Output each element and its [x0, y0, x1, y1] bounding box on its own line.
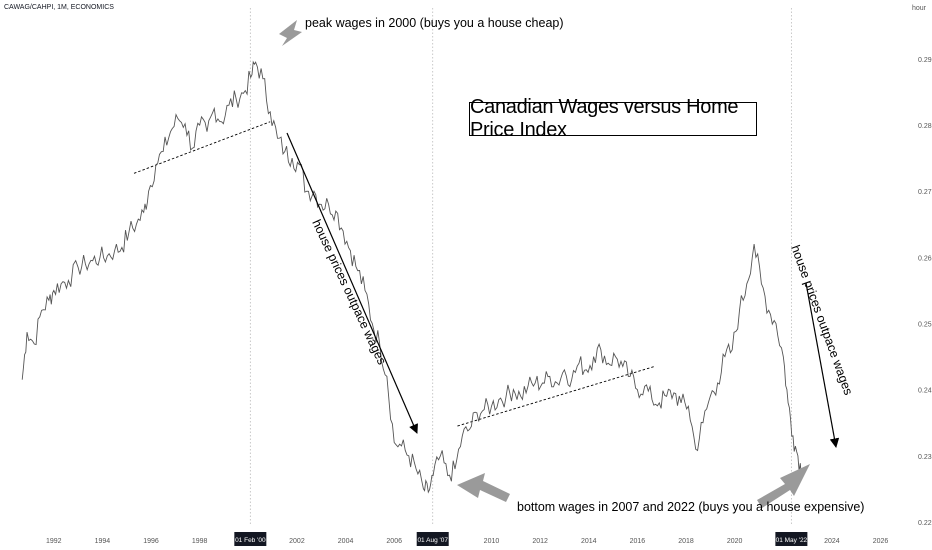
x-tick-label: 1996: [143, 538, 159, 545]
unit-label: hour: [911, 5, 926, 12]
y-tick-label: 0.23: [918, 454, 932, 461]
x-badge-label: 01 Aug '07: [417, 537, 448, 544]
chart-title-text: Canadian Wages versus Home Price Index: [470, 96, 739, 141]
x-badge: [775, 532, 808, 546]
x-tick-label: 2012: [532, 538, 548, 545]
x-tick-label: 2024: [824, 538, 840, 545]
outpace-arrow-2: [805, 282, 840, 448]
symbol-label: CAWAG/CAHPI, 1M, ECONOMICS: [4, 4, 114, 11]
x-tick-label: 1998: [192, 538, 208, 545]
x-tick-label: 2018: [678, 538, 694, 545]
y-tick-label: 0.26: [918, 255, 932, 262]
x-tick-label: 1992: [46, 538, 62, 545]
trend-line: [133, 121, 271, 174]
y-tick-label: 0.25: [918, 321, 932, 328]
diag-label-1: house prices outpace wages: [309, 217, 389, 367]
x-tick-label: 1994: [95, 538, 111, 545]
y-tick-label: 0.24: [918, 388, 932, 395]
x-badge: [416, 532, 449, 546]
x-badge: [234, 532, 267, 546]
peak-arrow: [279, 20, 302, 46]
x-badge-label: 01 May '22: [776, 537, 808, 544]
diag-label-2: house prices outpace wages: [788, 243, 855, 397]
y-tick-label: 0.28: [918, 123, 932, 130]
bottom-arrow-right: [757, 464, 810, 508]
y-tick-label: 0.27: [918, 189, 932, 196]
x-tick-label: 2020: [727, 538, 743, 545]
trend-line: [457, 366, 655, 427]
y-tick-label: 0.29: [918, 57, 932, 64]
x-tick-label: 2010: [484, 538, 500, 545]
x-tick-label: 2004: [338, 538, 354, 545]
x-tick-label: 2002: [289, 538, 305, 545]
outpace-arrow-1: [286, 132, 418, 434]
x-tick-label: 2026: [873, 538, 889, 545]
chart-title: Canadian Wages versus Home Price Index: [469, 96, 757, 141]
x-tick-label: 2014: [581, 538, 597, 545]
x-tick-label: 2006: [386, 538, 402, 545]
x-tick-label: 2016: [630, 538, 646, 545]
bottom-arrow-left: [457, 473, 510, 502]
peak-annotation: peak wages in 2000 (buys you a house che…: [305, 16, 564, 30]
y-tick-label: 0.22: [918, 520, 932, 527]
x-badge-label: 01 Feb '00: [235, 537, 266, 544]
bottom-annotation: bottom wages in 2007 and 2022 (buys you …: [517, 500, 865, 514]
series-line: [21, 60, 804, 494]
